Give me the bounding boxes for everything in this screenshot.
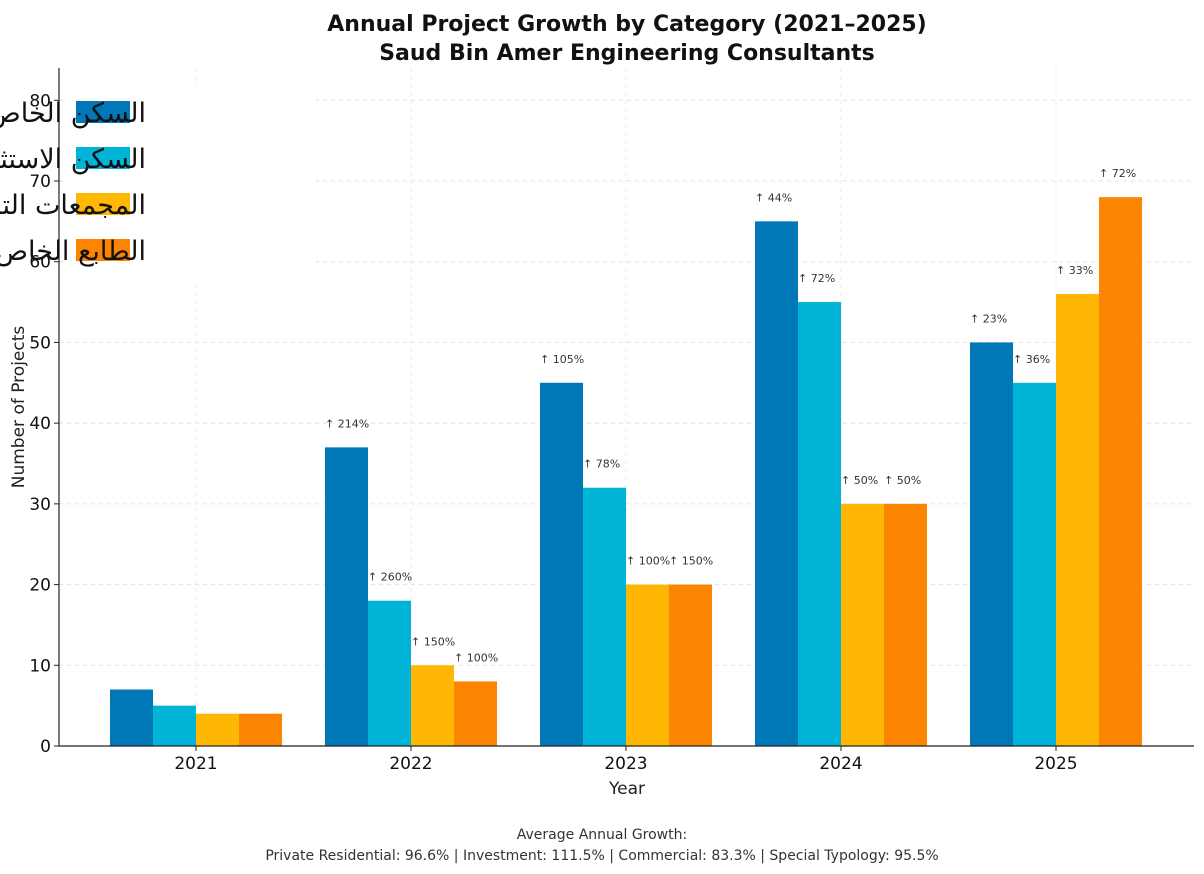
bar: [368, 600, 411, 746]
footer-growth-summary: Private Residential: 96.6% | Investment:…: [265, 848, 938, 864]
legend-label: السكن الخاص: [0, 98, 146, 129]
growth-annotation: ↑ 44%: [755, 191, 792, 204]
bar: [884, 503, 927, 746]
legend-swatch: [76, 239, 130, 261]
bar: [970, 342, 1013, 746]
y-tick-label: 50: [29, 333, 51, 353]
growth-annotation: ↑ 214%: [325, 417, 369, 430]
growth-annotation: ↑ 50%: [841, 474, 878, 487]
y-tick-label: 30: [29, 495, 51, 515]
growth-annotation: ↑ 100%: [626, 555, 670, 568]
bar: [196, 713, 239, 746]
x-axis-label: Year: [608, 779, 645, 799]
y-tick-label: 0: [40, 737, 51, 757]
legend: السكن الخاص السكن الاستثماري المجمعات التج…: [0, 86, 316, 282]
bar: [798, 302, 841, 746]
bar: [540, 382, 583, 746]
legend-label: السكن الاستثماري: [0, 144, 146, 175]
bar: [1013, 382, 1056, 746]
growth-annotation: ↑ 72%: [798, 272, 835, 285]
growth-annotation: ↑ 150%: [669, 555, 713, 568]
bar: [239, 713, 282, 746]
bar: [669, 584, 712, 746]
y-axis-label: Number of Projects: [9, 326, 29, 489]
growth-annotation: ↑ 78%: [583, 458, 620, 471]
x-tick-label: 2024: [819, 754, 862, 774]
growth-annotation: ↑ 50%: [884, 474, 921, 487]
growth-annotation: ↑ 33%: [1056, 264, 1093, 277]
growth-annotation: ↑ 36%: [1013, 353, 1050, 366]
bar: [411, 665, 454, 746]
growth-annotation: ↑ 100%: [454, 651, 498, 664]
legend-swatch: [76, 147, 130, 169]
growth-annotation: ↑ 72%: [1099, 167, 1136, 180]
bar: [1056, 294, 1099, 746]
legend-label: المجمعات التجارية: [0, 190, 146, 221]
footer-growth-heading: Average Annual Growth:: [517, 827, 687, 843]
bar: [755, 221, 798, 746]
chart-title-line2: Saud Bin Amer Engineering Consultants: [379, 41, 875, 66]
y-tick-label: 70: [29, 172, 51, 192]
bar: [1099, 197, 1142, 747]
growth-annotations: ↑ 214% ↑ 105% ↑ 44% ↑ 23% ↑ 260% ↑ 78% ↑ 72% ↑ …: [325, 167, 1136, 664]
y-tick-label: 40: [29, 414, 51, 434]
bars: [110, 197, 1142, 747]
growth-annotation: ↑ 105%: [540, 353, 584, 366]
bar: [626, 584, 669, 746]
bar: [841, 503, 884, 746]
bar: [325, 447, 368, 746]
bar: [583, 487, 626, 746]
x-tick-label: 2025: [1034, 754, 1077, 774]
axes: 0 10 20 30 40 50 60 70 80 2021 2022 2023 2024 2025: [29, 68, 1194, 774]
bar: [153, 705, 196, 746]
bar: [110, 689, 153, 746]
x-tick-label: 2022: [389, 754, 432, 774]
x-tick-label: 2023: [604, 754, 647, 774]
bar: [454, 681, 497, 746]
y-tick-label: 10: [29, 656, 51, 676]
y-tick-label: 60: [29, 253, 51, 273]
legend-swatch: [76, 101, 130, 123]
y-tick-label: 80: [29, 91, 51, 111]
legend-swatch: [76, 193, 130, 215]
chart-title-line1: Annual Project Growth by Category (2021–…: [327, 12, 926, 37]
y-tick-label: 20: [29, 576, 51, 596]
legend-label: الطابع الخاص: [0, 236, 146, 267]
growth-annotation: ↑ 23%: [970, 312, 1007, 325]
growth-annotation: ↑ 260%: [368, 571, 412, 584]
x-tick-label: 2021: [174, 754, 217, 774]
growth-annotation: ↑ 150%: [411, 635, 455, 648]
